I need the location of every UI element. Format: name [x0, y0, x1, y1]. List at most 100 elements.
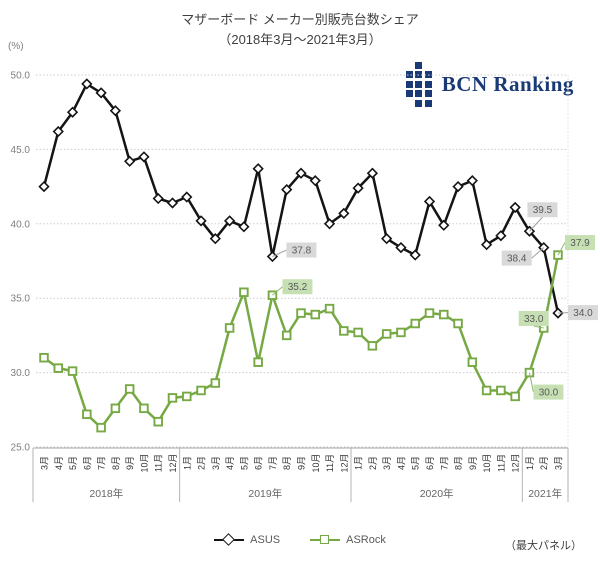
x-tick-label: 7月 — [439, 456, 449, 470]
asrock-marker — [39, 352, 49, 363]
data-label-box — [501, 250, 532, 266]
chart-title: マザーボード メーカー別販売台数シェア （2018年3月～2021年3月） — [0, 10, 600, 49]
chart-title-line2: （2018年3月～2021年3月） — [218, 31, 382, 47]
asrock-marker — [453, 318, 463, 329]
asrock-marker — [310, 309, 321, 320]
data-label: 30.0 — [539, 388, 559, 399]
x-tick-label: 3月 — [554, 456, 564, 470]
square-marker-icon — [320, 535, 330, 544]
asus-marker — [423, 195, 436, 208]
x-tick-label: 4月 — [54, 456, 64, 470]
data-label-box — [527, 202, 558, 218]
y-tick-label: 30.0 — [11, 368, 31, 379]
asus-marker — [138, 151, 150, 163]
asrock-marker — [496, 385, 506, 396]
data-label: 37.9 — [570, 238, 590, 249]
data-label-box — [533, 384, 564, 400]
legend-label-asrock: ASRock — [346, 534, 386, 546]
asus-marker — [195, 215, 207, 227]
data-label-box — [286, 242, 317, 258]
asus-marker — [209, 233, 221, 245]
diamond-marker-icon — [222, 533, 236, 546]
asus-marker — [252, 163, 264, 175]
asus-marker — [309, 175, 321, 187]
asrock-marker — [424, 308, 435, 318]
x-tick-label: 6月 — [425, 456, 435, 470]
asus-line-sample — [214, 533, 245, 546]
x-tick-label: 8月 — [111, 456, 121, 470]
bcn-logo-text: BCN Ranking — [441, 71, 574, 96]
asus-marker — [109, 105, 122, 117]
data-label-box — [282, 279, 313, 295]
x-tick-label: 3月 — [40, 456, 50, 470]
asus-marker — [66, 106, 79, 118]
asus-marker — [395, 241, 407, 254]
asrock-marker — [153, 416, 163, 427]
x-tick-label: 1月 — [354, 456, 364, 470]
data-label: 38.4 — [507, 254, 527, 265]
x-tick-label: 5月 — [239, 456, 249, 470]
asus-marker — [152, 192, 164, 205]
x-tick-label: 10月 — [311, 453, 321, 472]
x-tick-label: 5月 — [411, 456, 421, 470]
asus-marker — [38, 180, 50, 193]
x-tick-label: 1月 — [182, 456, 192, 470]
data-label-leader — [557, 312, 569, 314]
data-label-leader — [533, 325, 544, 329]
asrock-line-sample — [310, 535, 341, 544]
asus-marker — [495, 230, 507, 242]
legend-item-asrock: ASRock — [310, 534, 386, 546]
asus-marker — [52, 125, 64, 138]
chart-title-line1: マザーボード メーカー別販売台数シェア — [181, 12, 419, 27]
asrock-marker — [367, 341, 378, 351]
year-label: 2018年 — [89, 487, 123, 500]
asrock-marker — [296, 308, 306, 318]
asrock-marker — [239, 287, 249, 297]
x-tick-label: 5月 — [68, 456, 78, 470]
panel-note: （最大パネル） — [505, 540, 582, 552]
x-tick-label: 2月 — [197, 456, 207, 470]
asus-marker — [381, 233, 393, 245]
asrock-marker — [281, 330, 292, 341]
asrock-marker — [410, 318, 420, 329]
asrock-marker — [524, 367, 535, 378]
x-tick-label: 11月 — [325, 454, 335, 472]
asus-marker — [323, 218, 336, 230]
asrock-marker — [353, 327, 363, 338]
x-tick-label: 8月 — [454, 456, 464, 470]
x-tick-label: 7月 — [268, 456, 278, 470]
asus-marker — [295, 167, 307, 179]
asus-marker — [166, 197, 179, 209]
x-tick-label: 11月 — [496, 454, 506, 472]
x-tick-label: 3月 — [382, 456, 392, 470]
asrock-marker — [110, 403, 121, 414]
asrock-marker — [196, 385, 206, 396]
x-tick-label: 2月 — [368, 456, 378, 470]
asrock-marker — [510, 391, 520, 402]
asrock-marker — [167, 393, 178, 403]
asus-marker — [352, 182, 364, 194]
asrock-marker — [182, 391, 192, 402]
x-tick-label: 11月 — [154, 454, 164, 472]
data-label-leader — [529, 216, 543, 232]
data-label-leader — [272, 249, 287, 257]
asus-marker — [281, 183, 293, 196]
legend-label-asus: ASUS — [250, 534, 281, 546]
x-tick-label: 9月 — [297, 456, 307, 470]
asrock-marker — [53, 363, 64, 373]
asrock-marker — [267, 290, 278, 300]
asrock-marker — [396, 327, 406, 338]
data-label: 37.8 — [292, 246, 312, 257]
asus-marker — [81, 78, 93, 90]
asus-marker — [366, 167, 379, 179]
data-label: 34.0 — [573, 308, 593, 319]
asrock-marker — [82, 409, 92, 420]
chart-legend: ASUS ASRock — [0, 533, 600, 546]
asus-marker — [95, 87, 107, 99]
y-tick-label: 50.0 — [11, 71, 31, 82]
asus-marker — [238, 221, 250, 233]
asrock-marker — [124, 384, 135, 394]
asrock-marker — [324, 303, 335, 314]
data-label: 35.2 — [288, 282, 308, 293]
